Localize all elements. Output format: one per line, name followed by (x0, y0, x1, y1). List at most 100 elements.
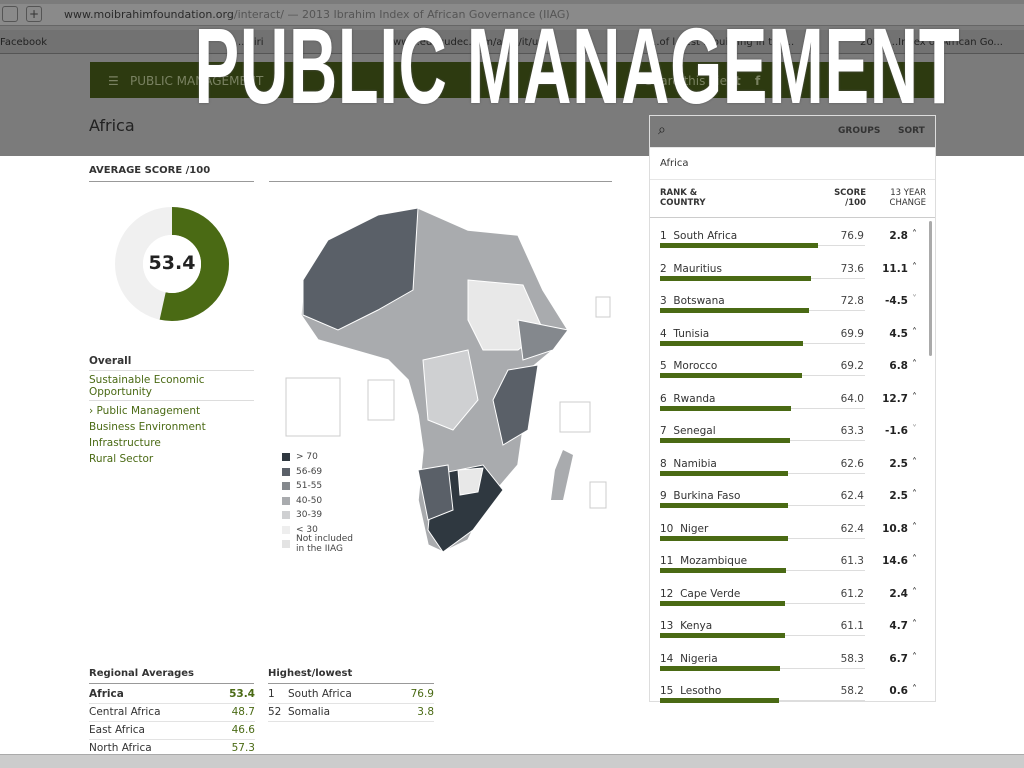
country-name: 13 Kenya (660, 620, 713, 632)
country-change: 4.5 (889, 327, 908, 340)
region-name: Central Africa (89, 706, 161, 718)
regional-row[interactable]: East Africa 46.6 (89, 722, 255, 740)
highlow-row[interactable]: 1 South Africa 76.9 (268, 686, 434, 704)
country-name: 10 Niger (660, 522, 709, 535)
legend-label: 30-39 (296, 510, 323, 521)
bookmarks-bar: Facebook ...hiri www.educudec.com/ap.../… (0, 30, 1024, 54)
country-name: 1 South Africa (660, 230, 738, 242)
new-tab-button[interactable]: + (26, 6, 42, 22)
region-title: Africa (89, 116, 135, 135)
regional-row[interactable]: Central Africa 48.7 (89, 704, 255, 722)
col-change[interactable]: 13 YEAR CHANGE (889, 188, 926, 208)
score-bar (660, 275, 811, 281)
africa-map[interactable] (268, 200, 618, 560)
chevron-down-icon: ˅ (912, 424, 917, 435)
country-score: 62.4 (840, 490, 864, 502)
chevron-up-icon: ˄ (912, 651, 917, 663)
category-public-management[interactable]: › Public Management (89, 405, 201, 417)
bookmark[interactable]: ...hiri (238, 37, 264, 48)
country-change: 2.8 (889, 230, 908, 242)
ranking-row[interactable]: 2 Mauritius 73.6 11.1 ˄ (660, 262, 925, 295)
country-name: 9 Burkina Faso (660, 490, 741, 502)
category-overall[interactable]: Overall (89, 355, 132, 367)
section-nav-bar: ☰ PUBLIC MANAGEMENT Share this view t f (90, 62, 935, 98)
ranking-row[interactable]: 9 Burkina Faso 62.4 2.5 ˄ (660, 489, 925, 522)
sort-button[interactable]: SORT (898, 126, 925, 136)
average-score-value: 53.4 (148, 252, 196, 274)
url-host: www.moibrahimfoundation.org (64, 8, 234, 21)
country-change: 6.7 (889, 652, 908, 665)
panel-region[interactable]: Africa (650, 148, 935, 180)
ranking-row[interactable]: 5 Morocco 69.2 6.8 ˄ (660, 359, 925, 392)
ranking-row[interactable]: 10 Niger 62.4 10.8 ˄ (660, 521, 925, 555)
score-bar (660, 470, 789, 476)
ranking-row[interactable]: 1 South Africa 76.9 2.8 ˄ (660, 229, 925, 262)
url-path: /interact/ — 2013 Ibrahim Index of Afric… (233, 8, 570, 21)
score-bar (660, 340, 804, 346)
menu-icon[interactable]: ☰ (108, 74, 119, 88)
bookmark-facebook[interactable]: Facebook (0, 37, 47, 48)
region-value: 53.4 (229, 688, 255, 700)
country-score: 64.0 (840, 392, 864, 405)
score-bar (660, 665, 780, 671)
nav-section-label[interactable]: PUBLIC MANAGEMENT (130, 74, 264, 88)
score-bar (660, 600, 786, 606)
highlow-row[interactable]: 52 Somalia 3.8 (268, 704, 434, 722)
legend-label: > 70 (296, 452, 318, 463)
bookmark[interactable]: 2013 ...Index of African Go... (860, 37, 1003, 48)
overlay-title: PUBLIC MANAGEMENT (194, 5, 961, 126)
score-bar (660, 243, 818, 248)
col-score[interactable]: SCORE /100 (834, 188, 866, 208)
legend-item: 56-69 (282, 465, 356, 480)
category-rural-sector[interactable]: Rural Sector (89, 453, 154, 465)
twitter-icon[interactable]: t (735, 74, 741, 88)
country-change: 14.6 (882, 555, 908, 567)
score-bar (660, 633, 786, 638)
col-rank-country[interactable]: RANK & COUNTRY (660, 188, 706, 208)
legend-label: 56-69 (296, 466, 323, 477)
score-bar (660, 438, 790, 443)
ranking-row[interactable]: 13 Kenya 61.1 4.7 ˄ (660, 619, 925, 652)
inset-seychelles (595, 296, 611, 318)
legend-item: 30-39 (282, 508, 356, 523)
country: South Africa (288, 688, 352, 700)
country-score: 61.1 (840, 620, 864, 632)
ranking-row[interactable]: 11 Mozambique 61.3 14.6 ˄ (660, 554, 925, 587)
rank: 52 (268, 706, 282, 718)
search-icon[interactable]: ⌕ (658, 122, 666, 138)
ranking-row[interactable]: 12 Cape Verde 61.2 2.4 ˄ (660, 587, 925, 620)
regional-averages-title: Regional Averages (89, 668, 194, 679)
groups-button[interactable]: GROUPS (838, 126, 881, 136)
country-name: 3 Botswana (660, 295, 725, 307)
ranking-row[interactable]: 7 Senegal 63.3 -1.6 ˅ (660, 424, 925, 457)
ranking-row[interactable]: 3 Botswana 72.8 -4.5 ˅ (660, 294, 925, 327)
bookmark[interactable]: www.educudec.com/ap.../it/u... (393, 37, 548, 48)
highest-lowest-table: 1 South Africa 76.9 52 Somalia 3.8 (268, 686, 434, 722)
category-business-environment[interactable]: Business Environment (89, 421, 206, 433)
country-name: 4 Tunisia (660, 327, 710, 340)
country-name: 8 Namibia (660, 457, 717, 470)
ranking-row[interactable]: 15 Lesotho 58.2 0.6 ˄ (660, 684, 925, 717)
category-infrastructure[interactable]: Infrastructure (89, 437, 161, 449)
category-sustainable-economic-opportunity[interactable]: Sustainable Economic Opportunity (89, 374, 205, 398)
legend-swatch (282, 540, 290, 549)
ranking-row[interactable]: 14 Nigeria 58.3 6.7 ˄ (660, 651, 925, 685)
address-bar[interactable]: www.moibrahimfoundation.org/interact/ — … (0, 4, 1024, 26)
ranking-row[interactable]: 8 Namibia 62.6 2.5 ˄ (660, 457, 925, 490)
country-score: 69.2 (840, 360, 864, 372)
chevron-up-icon: ˄ (912, 521, 917, 533)
region-name: North Africa (89, 742, 152, 754)
regional-row[interactable]: Africa 53.4 (89, 686, 255, 704)
country-name: 15 Lesotho (660, 685, 722, 697)
share-icon[interactable] (2, 6, 18, 22)
status-bar (0, 754, 1024, 768)
facebook-icon[interactable]: f (755, 74, 761, 88)
ranking-row[interactable]: 6 Rwanda 64.0 12.7 ˄ (660, 392, 925, 425)
ranking-row[interactable]: 4 Tunisia 69.9 4.5 ˄ (660, 327, 925, 360)
country-change: 0.6 (889, 685, 908, 697)
chevron-up-icon: ˄ (912, 684, 917, 695)
country-name: 11 Mozambique (660, 555, 748, 567)
scrollbar[interactable] (929, 221, 932, 356)
bookmark[interactable]: ...of l...est ...building in the... (650, 37, 795, 48)
legend-swatch (282, 496, 290, 505)
